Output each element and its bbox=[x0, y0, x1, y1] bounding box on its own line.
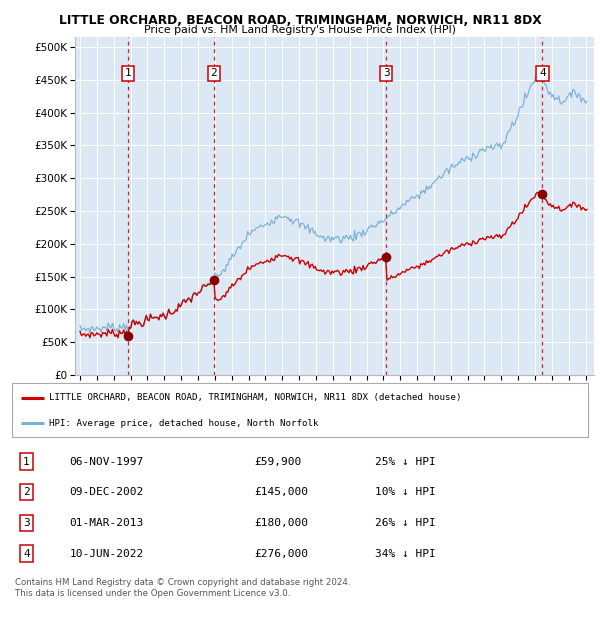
Text: LITTLE ORCHARD, BEACON ROAD, TRIMINGHAM, NORWICH, NR11 8DX (detached house): LITTLE ORCHARD, BEACON ROAD, TRIMINGHAM,… bbox=[49, 393, 462, 402]
Text: 10% ↓ HPI: 10% ↓ HPI bbox=[375, 487, 436, 497]
Text: £276,000: £276,000 bbox=[254, 549, 308, 559]
Text: 4: 4 bbox=[23, 549, 30, 559]
Text: 01-MAR-2013: 01-MAR-2013 bbox=[70, 518, 144, 528]
Text: 09-DEC-2002: 09-DEC-2002 bbox=[70, 487, 144, 497]
Text: £180,000: £180,000 bbox=[254, 518, 308, 528]
Text: 1: 1 bbox=[23, 456, 30, 466]
Text: £145,000: £145,000 bbox=[254, 487, 308, 497]
Text: 26% ↓ HPI: 26% ↓ HPI bbox=[375, 518, 436, 528]
Text: Price paid vs. HM Land Registry's House Price Index (HPI): Price paid vs. HM Land Registry's House … bbox=[144, 25, 456, 35]
Text: 2: 2 bbox=[23, 487, 30, 497]
Text: LITTLE ORCHARD, BEACON ROAD, TRIMINGHAM, NORWICH, NR11 8DX: LITTLE ORCHARD, BEACON ROAD, TRIMINGHAM,… bbox=[59, 14, 541, 27]
Text: 06-NOV-1997: 06-NOV-1997 bbox=[70, 456, 144, 466]
Text: 3: 3 bbox=[383, 68, 389, 78]
Text: £59,900: £59,900 bbox=[254, 456, 301, 466]
Text: HPI: Average price, detached house, North Norfolk: HPI: Average price, detached house, Nort… bbox=[49, 419, 319, 428]
Text: 3: 3 bbox=[23, 518, 30, 528]
Text: 4: 4 bbox=[539, 68, 546, 78]
Text: Contains HM Land Registry data © Crown copyright and database right 2024.: Contains HM Land Registry data © Crown c… bbox=[15, 578, 350, 587]
Text: This data is licensed under the Open Government Licence v3.0.: This data is licensed under the Open Gov… bbox=[15, 589, 290, 598]
Text: 25% ↓ HPI: 25% ↓ HPI bbox=[375, 456, 436, 466]
Text: 1: 1 bbox=[125, 68, 131, 78]
Text: 34% ↓ HPI: 34% ↓ HPI bbox=[375, 549, 436, 559]
Text: 10-JUN-2022: 10-JUN-2022 bbox=[70, 549, 144, 559]
Text: 2: 2 bbox=[211, 68, 217, 78]
